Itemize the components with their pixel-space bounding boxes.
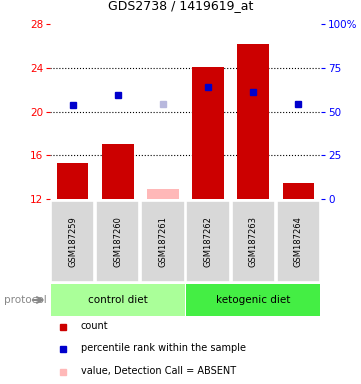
Text: percentile rank within the sample: percentile rank within the sample xyxy=(81,343,246,353)
Bar xyxy=(186,284,320,316)
Bar xyxy=(231,201,275,282)
Bar xyxy=(186,201,230,282)
Bar xyxy=(192,67,224,199)
Text: count: count xyxy=(81,321,108,331)
Text: GSM187262: GSM187262 xyxy=(204,216,213,267)
Text: GSM187263: GSM187263 xyxy=(249,216,258,267)
Bar xyxy=(141,201,184,282)
Text: ketogenic diet: ketogenic diet xyxy=(216,295,291,305)
Text: GDS2738 / 1419619_at: GDS2738 / 1419619_at xyxy=(108,0,253,13)
Bar xyxy=(147,189,179,199)
Bar xyxy=(51,201,94,282)
Bar xyxy=(57,163,88,199)
Text: GSM187259: GSM187259 xyxy=(68,216,77,267)
Text: GSM187261: GSM187261 xyxy=(158,216,168,267)
Bar xyxy=(102,144,134,199)
Text: GSM187264: GSM187264 xyxy=(294,216,303,267)
Text: value, Detection Call = ABSENT: value, Detection Call = ABSENT xyxy=(81,366,236,376)
Text: protocol: protocol xyxy=(4,295,46,305)
Text: control diet: control diet xyxy=(88,295,148,305)
Bar xyxy=(238,44,269,199)
Bar xyxy=(283,183,314,199)
Bar xyxy=(51,284,184,316)
Bar xyxy=(96,201,139,282)
Bar xyxy=(277,201,320,282)
Text: GSM187260: GSM187260 xyxy=(113,216,122,267)
